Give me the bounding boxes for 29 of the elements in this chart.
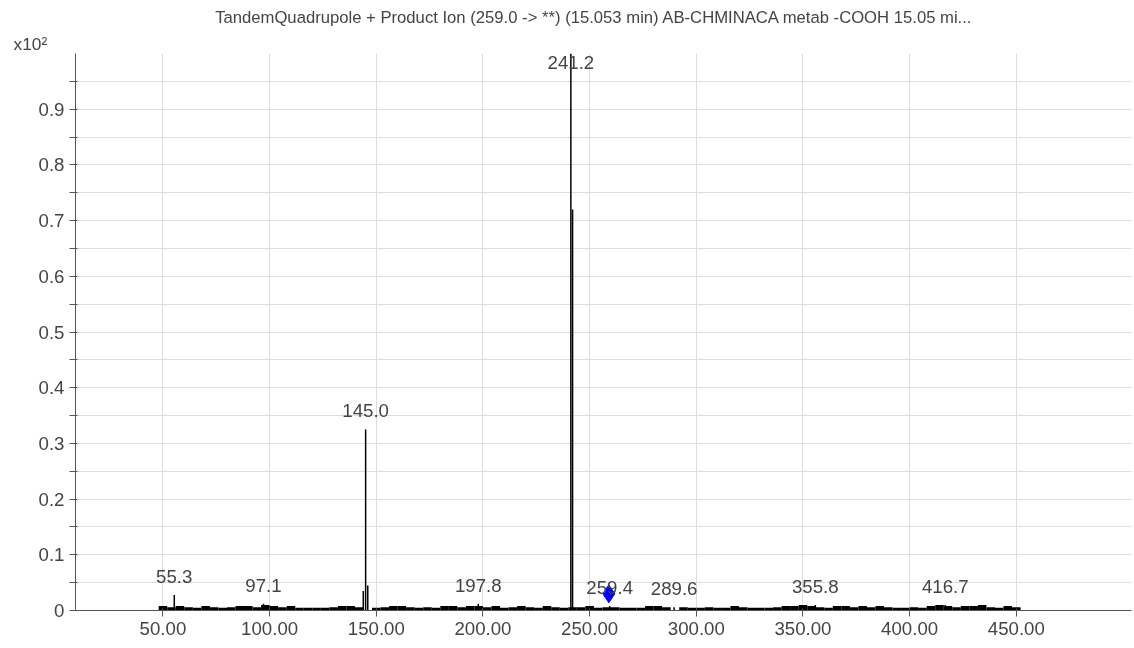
x-tick-label: 50.00 — [139, 617, 187, 639]
y-tick-label: 0.3 — [38, 432, 65, 454]
y-tick-label: 0.2 — [38, 488, 65, 510]
annotation: 197.8 — [454, 574, 502, 596]
y-tick-label: 0.1 — [38, 544, 65, 566]
annotation: 97.1 — [245, 574, 282, 596]
x-tick-label: 400.00 — [881, 617, 939, 639]
y-axis-title: x10² — [13, 33, 48, 54]
annotation: 355.8 — [792, 575, 839, 597]
x-tick-label: 150.00 — [347, 617, 405, 639]
y-tick-label: 0.8 — [38, 154, 65, 176]
y-tick-label: 0.5 — [38, 321, 65, 343]
y-tick-label: 0.4 — [38, 377, 65, 399]
annotation: 259.4 — [586, 577, 634, 599]
annotation: 145.0 — [342, 400, 389, 422]
x-tick-label: 450.00 — [987, 617, 1045, 639]
y-tick-label: 0 — [54, 600, 65, 621]
y-tick-label: 0.6 — [38, 265, 65, 287]
x-tick-label: 350.00 — [774, 617, 832, 639]
annotation: 55.3 — [156, 565, 193, 587]
x-tick-label: 100.00 — [241, 617, 299, 639]
x-tick-label: 200.00 — [454, 617, 512, 639]
chart-title: TandemQuadrupole + Product Ion (259.0 -> **) (15.053 min) AB-CHMINACA metab -COOH 15.05 mi... — [215, 7, 972, 27]
y-tick-label: 0.7 — [38, 210, 65, 232]
x-tick-label: 300.00 — [667, 617, 725, 639]
x-tick-label: 250.00 — [561, 617, 619, 639]
annotation: 289.6 — [650, 578, 698, 600]
annotation: 416.7 — [921, 575, 969, 597]
y-tick-label: 0.9 — [38, 98, 65, 120]
